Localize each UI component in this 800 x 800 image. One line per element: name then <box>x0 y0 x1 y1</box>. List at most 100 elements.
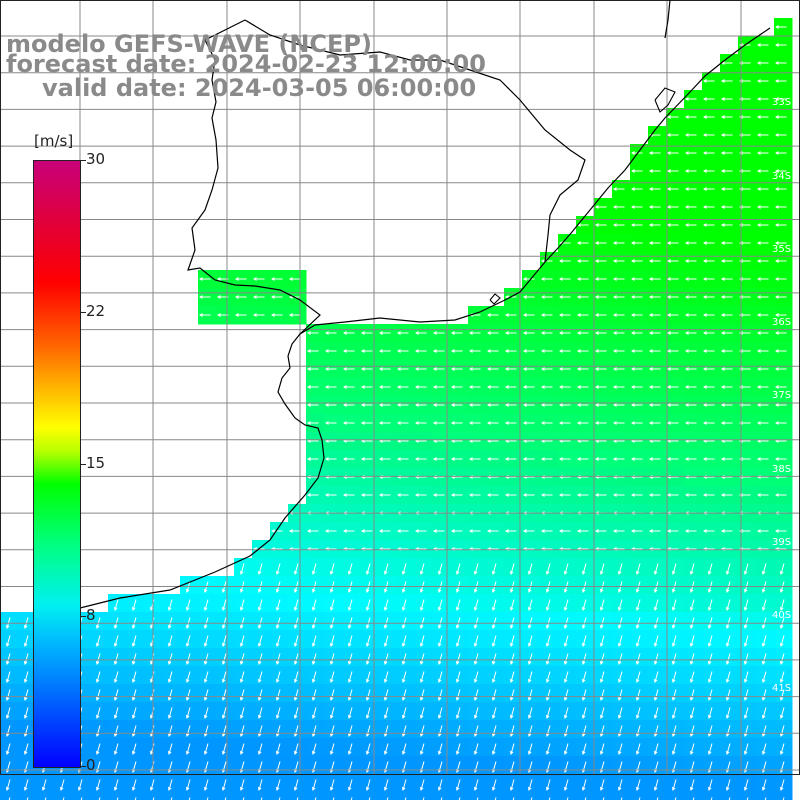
wind-arrow <box>594 385 607 389</box>
wind-arrow <box>527 635 533 648</box>
wind-arrow <box>738 187 751 191</box>
wind-arrow <box>761 653 767 666</box>
wind-arrow <box>594 205 607 209</box>
wind-arrow <box>576 259 589 263</box>
wind-arrow <box>329 635 335 648</box>
wind-arrow <box>630 313 643 317</box>
wind-arrow <box>473 743 479 756</box>
wind-arrow <box>648 277 661 281</box>
wind-arrow <box>630 457 643 461</box>
wind-arrow <box>653 635 659 648</box>
wind-arrow <box>702 295 715 299</box>
wind-arrow <box>720 349 733 353</box>
wind-arrow <box>386 797 389 800</box>
wind-arrow <box>149 779 155 792</box>
wind-arrow <box>581 743 587 756</box>
wind-arrow <box>324 331 337 335</box>
wind-arrow <box>599 725 605 738</box>
wind-arrow <box>594 367 607 371</box>
wind-arrow <box>383 635 389 648</box>
wind-arrow <box>113 689 119 702</box>
wind-arrow <box>293 779 299 792</box>
wind-arrow <box>599 599 605 612</box>
wind-arrow <box>311 689 317 702</box>
wind-arrow <box>347 563 353 576</box>
wind-arrow <box>779 725 785 738</box>
wind-arrow <box>329 599 335 612</box>
coastline-uruguay-river <box>187 19 321 335</box>
wind-arrow <box>756 115 769 119</box>
wind-arrow <box>707 779 713 792</box>
colorbar-tickmark <box>80 616 86 617</box>
wind-arrow <box>612 295 625 299</box>
wind-arrow <box>684 97 697 101</box>
wind-arrow <box>203 725 209 738</box>
wind-arrow <box>635 689 641 702</box>
wind-arrow <box>275 563 281 576</box>
wind-arrow <box>23 725 29 738</box>
wind-speed-cell <box>144 792 163 800</box>
wind-arrow <box>638 797 641 800</box>
wind-arrow <box>702 277 715 281</box>
wind-arrow <box>743 779 749 792</box>
wind-arrow <box>306 331 319 335</box>
wind-arrow <box>23 779 29 792</box>
wind-arrow <box>702 349 715 353</box>
wind-arrow <box>437 725 443 738</box>
wind-arrow <box>720 241 733 245</box>
wind-arrow <box>648 421 661 425</box>
wind-arrow <box>774 349 787 353</box>
latitude-label: 41S <box>772 683 791 694</box>
wind-arrow <box>756 529 769 533</box>
wind-arrow <box>558 313 571 317</box>
wind-arrow <box>558 403 571 407</box>
wind-arrow <box>594 259 607 263</box>
wind-arrow <box>653 707 659 720</box>
wind-arrow <box>594 331 607 335</box>
wind-arrow <box>5 779 11 792</box>
wind-arrow <box>383 707 389 720</box>
wind-arrow <box>617 743 623 756</box>
wind-arrow <box>725 689 731 702</box>
wind-arrow <box>666 259 679 263</box>
latitude-label: 37S <box>772 390 791 401</box>
wind-arrow <box>689 779 695 792</box>
wind-arrow <box>306 349 319 353</box>
wind-arrow <box>527 563 533 576</box>
wind-arrow <box>530 797 533 800</box>
wind-arrow <box>689 635 695 648</box>
wind-arrow <box>360 457 373 461</box>
wind-arrow <box>666 367 679 371</box>
wind-arrow <box>720 223 733 227</box>
wind-arrow <box>558 457 571 461</box>
wind-arrow <box>113 779 119 792</box>
wind-arrow <box>725 653 731 666</box>
wind-arrow <box>450 385 463 389</box>
wind-arrow <box>702 313 715 317</box>
wind-arrow <box>378 421 391 425</box>
wind-arrow <box>5 725 11 738</box>
wind-arrow <box>594 421 607 425</box>
wind-arrow <box>743 671 749 684</box>
wind-arrow <box>725 599 731 612</box>
wind-arrow <box>401 599 407 612</box>
wind-arrow <box>23 743 29 756</box>
latitude-label: 35S <box>772 244 791 255</box>
wind-speed-cell <box>234 792 253 800</box>
wind-arrow <box>419 653 425 666</box>
wind-arrow <box>401 563 407 576</box>
wind-arrow <box>134 797 137 800</box>
wind-arrow <box>648 151 661 155</box>
latitude-label: 38S <box>772 464 791 475</box>
wind-arrow <box>738 97 751 101</box>
wind-arrow <box>170 797 173 800</box>
wind-speed-cell <box>216 792 235 800</box>
wind-arrow <box>584 797 587 800</box>
wind-arrow <box>648 493 661 497</box>
wind-arrow <box>666 529 679 533</box>
wind-arrow <box>774 529 787 533</box>
wind-arrow <box>666 385 679 389</box>
wind-arrow <box>522 385 535 389</box>
colorbar-unit-label: [m/s] <box>34 132 74 150</box>
wind-arrow <box>558 529 571 533</box>
